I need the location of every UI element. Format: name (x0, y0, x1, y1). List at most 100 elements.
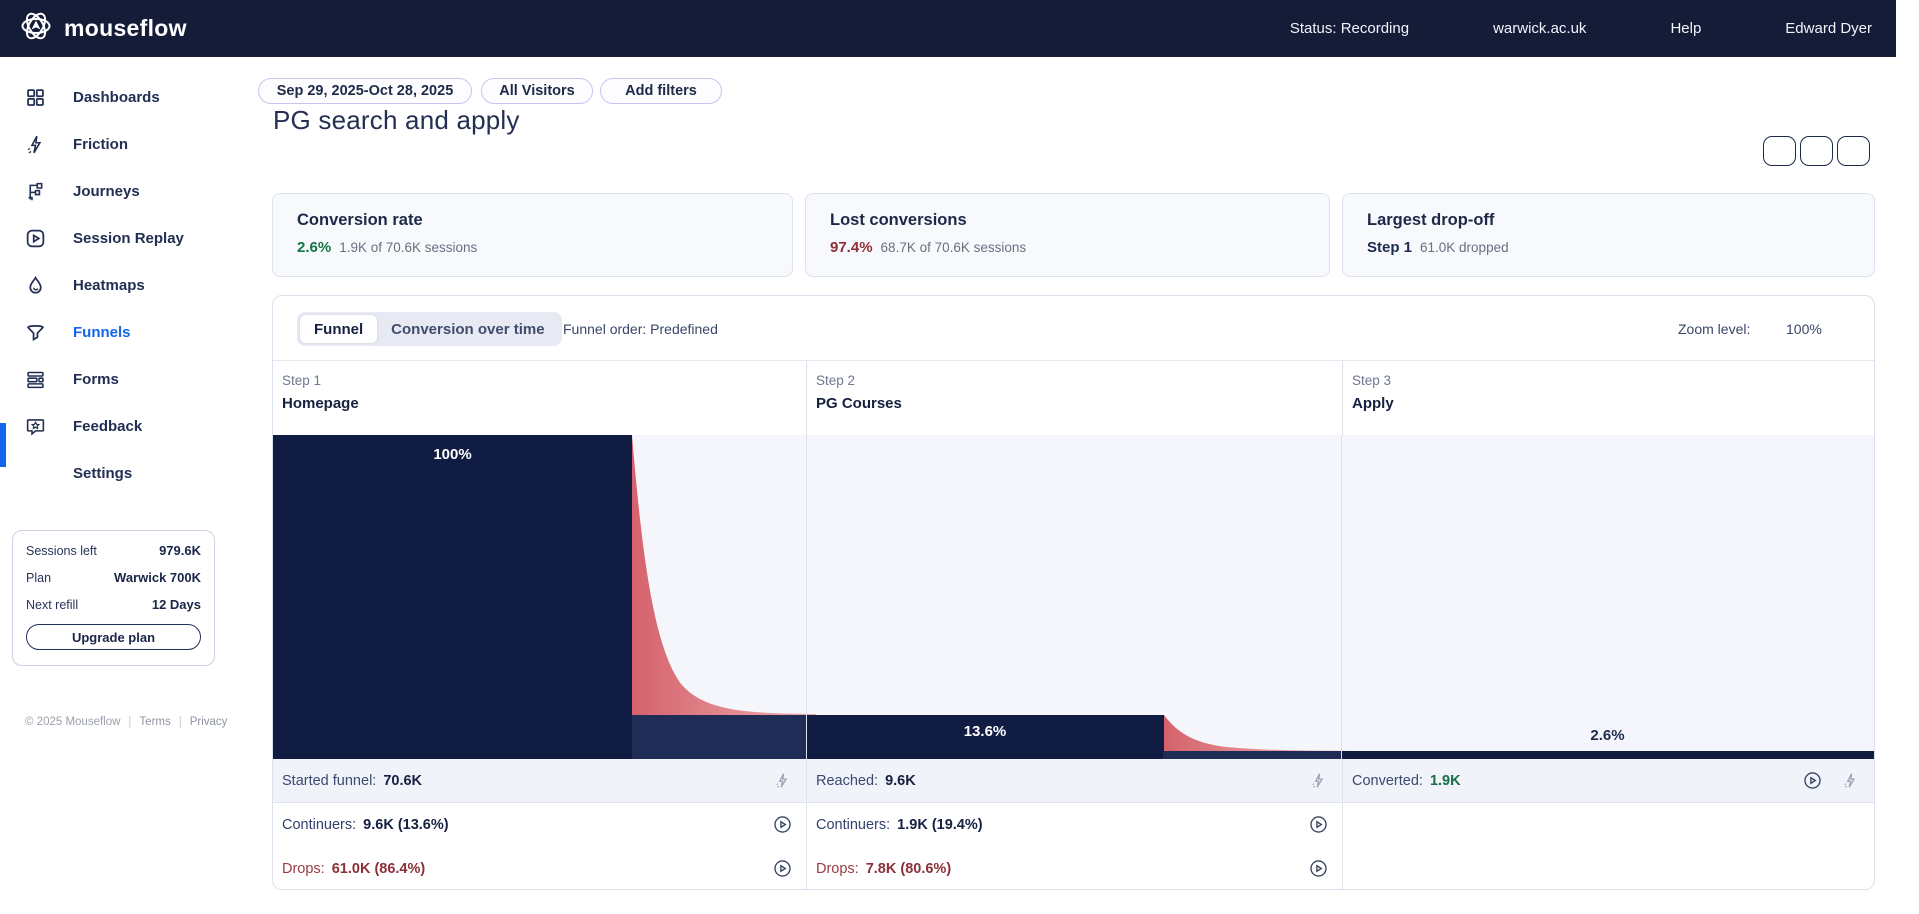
lost-conversions-card: Lost conversions 97.4% 68.7K of 70.6K se… (805, 193, 1330, 277)
sidebar-item-journeys[interactable]: Journeys (0, 168, 272, 215)
drop-curve-1 (632, 435, 816, 715)
sidebar-item-label: Friction (73, 136, 128, 153)
drops-label: Drops: (282, 860, 325, 877)
continuers-label: Continuers: (282, 816, 357, 833)
funnel-steps-header: Step 1 Homepage Step 2 PG Courses Step 3… (273, 361, 1874, 435)
privacy-link[interactable]: Privacy (189, 716, 228, 728)
mouseflow-logo[interactable]: mouseflow (0, 8, 187, 49)
recording-status[interactable]: Status: Recording (1289, 20, 1410, 37)
conversion-rate-card: Conversion rate 2.6% 1.9K of 70.6K sessi… (272, 193, 793, 277)
drops-cell-3-empty (1342, 846, 1874, 889)
add-filters-button[interactable]: Add filters (600, 78, 722, 104)
play-sessions-icon[interactable] (772, 859, 792, 879)
play-sessions-icon[interactable] (1802, 771, 1822, 791)
funnels-icon (25, 322, 46, 343)
sidebar-item-heatmaps[interactable]: Heatmaps (0, 262, 272, 309)
funnel-chart[interactable]: 100% 13.6% 2.6% (273, 435, 1874, 759)
help-link[interactable]: Help (1670, 20, 1702, 37)
copyright-text: © 2025 Mouseflow (25, 716, 121, 728)
account-selector[interactable]: warwick.ac.uk (1493, 20, 1587, 37)
step-name: Homepage (282, 395, 359, 412)
funnel-action-button-1[interactable] (1763, 136, 1796, 166)
page-title: PG search and apply (273, 105, 520, 135)
continuers-value: 1.9K (19.4%) (897, 816, 983, 833)
friction-filter-icon[interactable] (1308, 771, 1328, 791)
step-1-header[interactable]: Step 1 Homepage (273, 361, 806, 435)
sidebar-item-label: Journeys (73, 183, 140, 200)
card-value: Step 1 (1367, 239, 1413, 256)
sidebar-item-label: Dashboards (73, 89, 160, 106)
play-sessions-icon[interactable] (1308, 815, 1328, 835)
friction-filter-icon[interactable] (1840, 771, 1860, 791)
funnel-stats-row: Started funnel: 70.6K Reached: 9.6K (273, 759, 1874, 803)
sidebar-item-label: Feedback (73, 418, 143, 435)
step-3-header[interactable]: Step 3 Apply (1342, 361, 1874, 435)
sidebar-item-settings[interactable]: Settings (0, 450, 272, 497)
sidebar-item-forms[interactable]: Forms (0, 356, 272, 403)
continuers-value: 9.6K (13.6%) (363, 816, 449, 833)
continuers-row: Continuers: 9.6K (13.6%) Continuers: 1.9… (273, 803, 1874, 846)
drops-cell-2: Drops: 7.8K (80.6%) (806, 846, 1342, 889)
funnel-bar-step-3[interactable] (1341, 751, 1874, 759)
drops-value: 7.8K (80.6%) (865, 860, 952, 877)
sidebar: Dashboards Friction Journeys Session Rep… (0, 57, 272, 914)
step-name: PG Courses (816, 395, 902, 412)
play-sessions-icon[interactable] (772, 815, 792, 835)
funnel-bar-label-2: 13.6% (963, 723, 1007, 740)
user-menu[interactable]: Edward Dyer (1785, 20, 1872, 37)
feedback-icon (25, 416, 46, 437)
sidebar-item-label: Settings (73, 465, 133, 482)
continuers-label: Continuers: (816, 816, 891, 833)
sessions-left-value: 979.6K (159, 543, 201, 558)
segment-filter[interactable]: All Visitors (481, 78, 593, 104)
card-desc: 1.9K of 70.6K sessions (339, 240, 478, 255)
step-2-header[interactable]: Step 2 PG Courses (806, 361, 1342, 435)
drops-row: Drops: 61.0K (86.4%) Drops: 7.8K (80.6%) (273, 846, 1874, 889)
funnel-header: Funnel Conversion over time Funnel order… (273, 296, 1874, 361)
tab-conversion-over-time[interactable]: Conversion over time (391, 320, 545, 338)
started-funnel-cell: Started funnel: 70.6K (273, 759, 806, 802)
sidebar-item-funnels[interactable]: Funnels (0, 309, 272, 356)
forms-icon (25, 369, 46, 390)
sidebar-item-friction[interactable]: Friction (0, 121, 272, 168)
sidebar-item-label: Funnels (73, 324, 131, 341)
play-sessions-icon[interactable] (1308, 859, 1328, 879)
friction-icon (25, 134, 46, 155)
continuer-strip-1 (632, 715, 806, 759)
drops-cell-1: Drops: 61.0K (86.4%) (273, 846, 806, 889)
funnel-action-button-3[interactable] (1837, 136, 1870, 166)
funnel-panel: Funnel Conversion over time Funnel order… (272, 295, 1875, 890)
dashboards-icon (25, 87, 46, 108)
sidebar-item-dashboards[interactable]: Dashboards (0, 74, 272, 121)
step-number: Step 1 (282, 373, 322, 388)
next-refill-label: Next refill (26, 598, 79, 612)
step-name: Apply (1352, 395, 1394, 412)
date-range-filter[interactable]: Sep 29, 2025-Oct 28, 2025 (258, 78, 472, 104)
funnel-action-button-2[interactable] (1800, 136, 1833, 166)
converted-cell: Converted: 1.9K (1342, 759, 1874, 802)
continuers-cell-1: Continuers: 9.6K (13.6%) (273, 803, 806, 846)
top-navbar: mouseflow Status: Recording warwick.ac.u… (0, 0, 1896, 57)
continuer-strip-2 (1163, 751, 1341, 759)
card-title: Largest drop-off (1367, 211, 1495, 229)
sidebar-item-session-replay[interactable]: Session Replay (0, 215, 272, 262)
card-desc: 61.0K dropped (1420, 240, 1509, 255)
funnel-bar-step-1[interactable] (273, 435, 632, 759)
terms-link[interactable]: Terms (139, 716, 171, 728)
funnel-bar-label-3: 2.6% (1590, 727, 1625, 744)
funnel-bar-label-1: 100% (433, 446, 472, 463)
brand-name: mouseflow (64, 15, 187, 41)
continuers-cell-2: Continuers: 1.9K (19.4%) (806, 803, 1342, 846)
upgrade-plan-button[interactable]: Upgrade plan (26, 624, 201, 650)
zoom-level-value[interactable]: 100% (1786, 321, 1822, 337)
sidebar-item-feedback[interactable]: Feedback (0, 403, 272, 450)
tab-funnel[interactable]: Funnel (300, 315, 378, 343)
funnel-bar-step-2[interactable] (806, 715, 1164, 759)
card-title: Conversion rate (297, 211, 423, 229)
active-item-indicator (0, 423, 6, 467)
card-value: 97.4% (830, 239, 873, 256)
friction-filter-icon[interactable] (772, 771, 792, 791)
session-replay-icon (25, 228, 46, 249)
navbar-menu: Status: Recording warwick.ac.uk Help Edw… (1290, 0, 1872, 57)
drop-curve-2 (1164, 715, 1345, 751)
